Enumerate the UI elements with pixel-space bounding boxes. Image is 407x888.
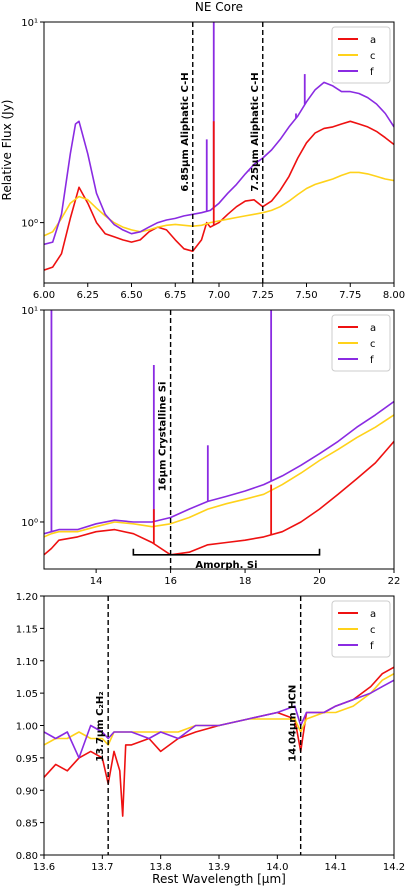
panel-2-y-tick-label-0: 10⁰	[21, 518, 38, 529]
panel-3-vline-label-0: 13.7μm C₂H₂	[95, 691, 106, 761]
panel-3-series-f	[44, 679, 394, 759]
figure-title: NE Core	[195, 0, 243, 14]
panel-1-x-tick-label-8: 8.00	[383, 290, 405, 301]
y-axis-label: Relative Flux (Jy)	[0, 100, 14, 201]
panel-3-y-tick-label-5: 1.05	[16, 689, 38, 700]
panel-3-y-tick-label-6: 1.10	[16, 657, 38, 668]
panels: 6.85μm Aliphatic C-H 7.25μm Aliphatic C-H…	[16, 18, 405, 873]
panel-2-legend: acf	[331, 314, 391, 372]
panel-1-series-c	[44, 171, 394, 237]
x-axis-label: Rest Wavelength [μm]	[152, 872, 286, 886]
panel-2-legend-label-a: a	[370, 323, 376, 334]
panel-2-x-tick-label-1: 16	[164, 576, 177, 587]
panel-3-y-tick-label-7: 1.15	[16, 624, 38, 635]
panel-3-y-tick-label-8: 1.20	[16, 592, 38, 603]
panel-1-vline-label-1: 6.85μm Aliphatic C-H	[180, 72, 191, 191]
panel-3-legend-label-c: c	[370, 625, 376, 636]
panel-3-x-tick-label-4: 14.0	[266, 862, 288, 873]
panel-3-x-tick-label-3: 13.9	[208, 862, 230, 873]
panel-1: 6.85μm Aliphatic C-H 7.25μm Aliphatic C-H…	[21, 18, 405, 301]
panel-3-legend-label-f: f	[370, 641, 374, 652]
panel-1-y-tick-label-1: 10¹	[21, 18, 38, 29]
panel-2-legend-label-c: c	[370, 339, 376, 350]
panel-2-bracket-label: Amorph. Si	[195, 560, 257, 571]
panel-3-legend-box	[331, 600, 391, 658]
panel-2-vline-label-0: 16μm Crystalline Si	[158, 382, 169, 492]
panel-1-legend-label-c: c	[370, 51, 376, 62]
panel-3-x-tick-label-2: 13.8	[150, 862, 172, 873]
panel-2-x-tick-label-0: 14	[90, 576, 103, 587]
panel-2-frame	[43, 309, 395, 570]
panel-3-y-tick-label-2: 0.90	[16, 786, 38, 797]
panel-2-bracket	[132, 548, 321, 556]
panel-1-legend: acf	[331, 26, 391, 84]
panel-1-series-a	[44, 120, 394, 271]
panel-1-y-tick-label-0: 10⁰	[21, 219, 38, 230]
panel-1-legend-label-f: f	[370, 67, 374, 78]
panel-2-series-f	[44, 400, 394, 535]
panel-3-y-tick-label-1: 0.85	[16, 819, 38, 830]
panel-2-series-c	[44, 414, 394, 538]
panel-3-legend-label-a: a	[370, 609, 376, 620]
panel-3-legend: acf	[331, 600, 391, 658]
panel-1-x-tick-label-1: 6.25	[77, 290, 99, 301]
panel-1-legend-label-a: a	[370, 35, 376, 46]
panel-2-x-tick-label-4: 22	[388, 576, 401, 587]
panel-3-vline-label-1: 14.04μm HCN	[288, 685, 299, 762]
panel-2-x-tick-label-2: 18	[239, 576, 252, 587]
panel-3-y-tick-label-0: 0.80	[16, 851, 38, 862]
panel-2-y-tick-label-1: 10¹	[21, 306, 38, 317]
panel-3-x-tick-label-0: 13.6	[33, 862, 55, 873]
panel-1-series-f	[44, 81, 394, 246]
panel-3-x-tick-label-5: 14.1	[325, 862, 347, 873]
panel-3-y-tick-label-3: 0.95	[16, 754, 38, 765]
panel-3-y-tick-label-4: 1.00	[16, 722, 38, 733]
panel-2-legend-label-f: f	[370, 355, 374, 366]
panel-1-x-tick-label-6: 7.50	[295, 290, 317, 301]
panel-1-x-tick-label-7: 7.75	[339, 290, 361, 301]
panel-2: 16μm Crystalline Si Amorph. Si 14 16 18 20 22 1…	[21, 306, 400, 587]
panel-1-legend-box	[331, 26, 391, 84]
panel-1-x-tick-label-2: 6.50	[120, 290, 142, 301]
panel-2-series-a	[44, 440, 394, 556]
panel-1-x-tick-label-0: 6.00	[33, 290, 55, 301]
panel-2-x-tick-label-3: 20	[313, 576, 326, 587]
panel-1-x-tick-label-5: 7.25	[252, 290, 274, 301]
panel-3-x-tick-label-1: 13.7	[91, 862, 113, 873]
panel-1-x-tick-label-3: 6.75	[164, 290, 186, 301]
panel-3-x-tick-label-6: 14.2	[383, 862, 405, 873]
panel-1-vline-label-2: 7.25μm Aliphatic C-H	[250, 72, 261, 191]
panel-3: 13.7μm C₂H₂ 14.04μm HCN 13.6 13.7 13.8 13.9 14…	[16, 592, 405, 873]
panel-1-x-tick-label-4: 7.00	[208, 290, 230, 301]
panel-2-legend-box	[331, 314, 391, 372]
